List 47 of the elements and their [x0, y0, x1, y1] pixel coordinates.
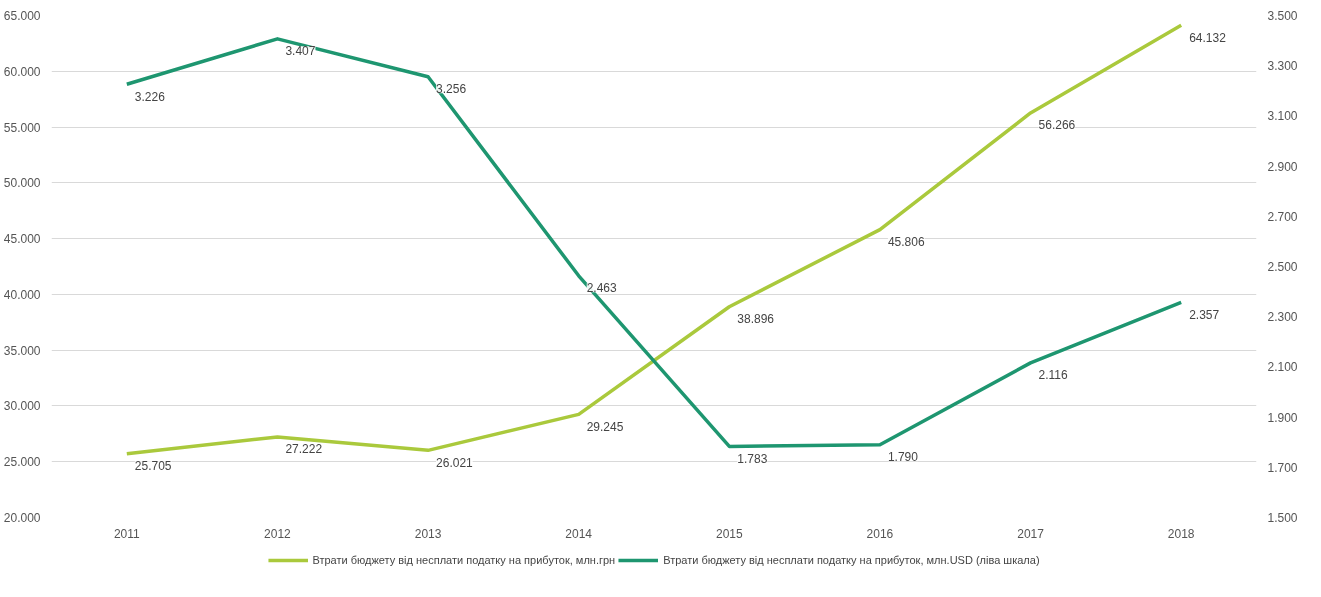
data-label: 3.226: [134, 89, 166, 104]
data-label: 3.407: [285, 44, 316, 59]
data-label: 1.790: [887, 450, 919, 465]
y-tick-label: 55.000: [3, 120, 41, 135]
y-tick-label: 25.000: [3, 455, 41, 470]
x-tick-label: 2014: [565, 526, 593, 541]
x-tick-label: 2013: [414, 526, 442, 541]
y-tick-label: 40.000: [3, 287, 41, 302]
y2-tick-label: 1.700: [1267, 460, 1298, 475]
y2-tick-label: 2.100: [1267, 360, 1298, 375]
x-tick-label: 2011: [113, 526, 141, 541]
legend-label: Втрати бюджету від несплати податку на прибуток, млн.USD (ліва шкала): [663, 554, 1040, 566]
x-tick-label: 2018: [1167, 526, 1195, 541]
y2-tick-label: 2.500: [1267, 260, 1298, 274]
y2-tick-label: 1.900: [1267, 410, 1298, 425]
data-label: 29.245: [586, 419, 624, 434]
data-label: 2.463: [586, 281, 618, 296]
x-tick-label: 2012: [264, 526, 292, 541]
y-tick-label: 60.000: [3, 64, 41, 79]
data-label: 25.705: [134, 459, 172, 474]
y2-tick-label: 3.100: [1267, 109, 1298, 124]
y-tick-label: 65.000: [3, 9, 41, 23]
data-label: 1.783: [737, 451, 768, 466]
x-tick-label: 2015: [715, 526, 743, 541]
data-label: 3.256: [436, 82, 467, 97]
data-label: 38.896: [737, 312, 775, 327]
data-label: 27.222: [285, 442, 323, 457]
y-tick-label: 30.000: [3, 399, 41, 414]
data-label: 2.357: [1189, 307, 1220, 322]
y2-tick-label: 1.500: [1267, 511, 1298, 525]
x-tick-label: 2016: [866, 526, 894, 541]
data-label: 56.266: [1038, 118, 1076, 133]
y2-tick-label: 2.300: [1267, 310, 1298, 325]
y-tick-label: 20.000: [3, 511, 41, 525]
x-tick-label: 2017: [1017, 526, 1045, 541]
y-tick-label: 50.000: [3, 176, 41, 191]
y2-tick-label: 2.900: [1267, 159, 1298, 174]
y2-tick-label: 3.500: [1267, 9, 1298, 23]
data-label: 26.021: [436, 455, 474, 470]
data-label: 64.132: [1189, 30, 1227, 45]
y2-tick-label: 2.700: [1267, 209, 1298, 224]
y-tick-label: 35.000: [3, 343, 41, 358]
data-label: 2.116: [1038, 368, 1069, 383]
data-label: 45.806: [887, 235, 925, 250]
y-tick-label: 45.000: [3, 232, 41, 247]
y2-tick-label: 3.300: [1267, 59, 1298, 74]
legend-label: Втрати бюджету від несплати податку на прибуток, млн.грн: [312, 554, 616, 566]
